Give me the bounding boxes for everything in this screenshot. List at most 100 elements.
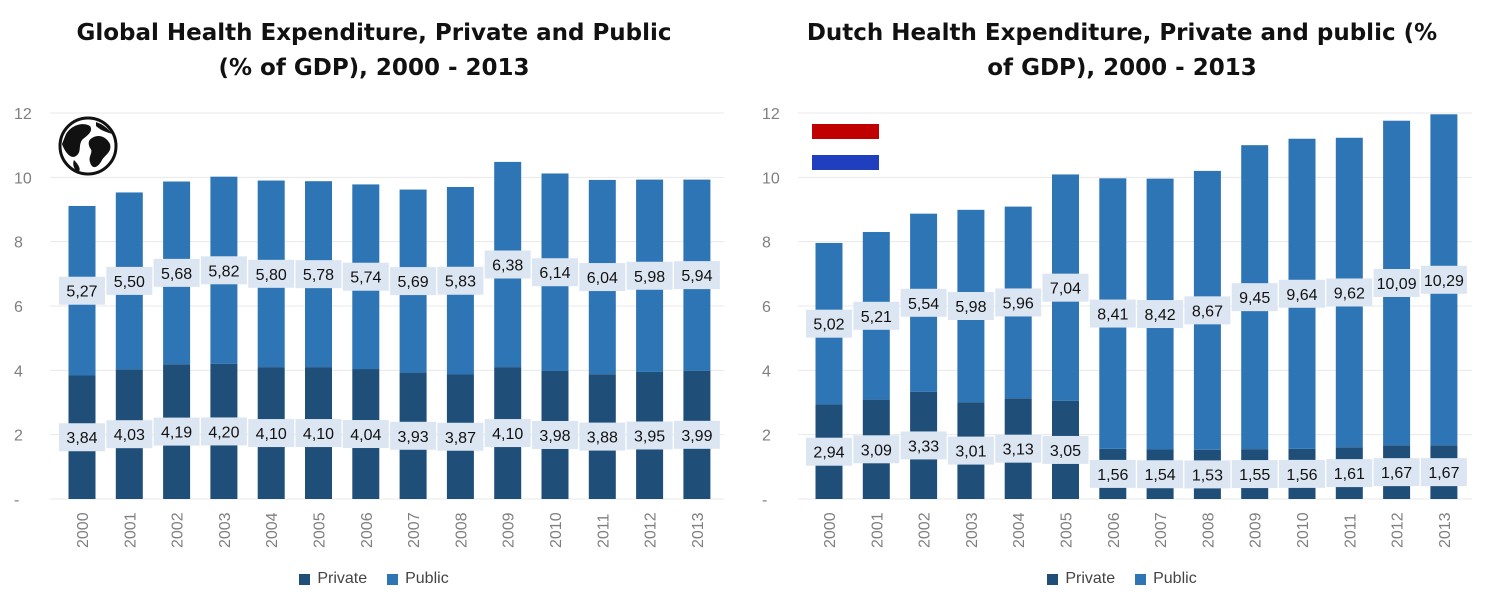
data-label-band	[1326, 459, 1373, 488]
data-label-band	[153, 417, 200, 446]
data-label-private: 3,88	[587, 430, 618, 447]
x-tick-label: 2000	[75, 512, 92, 548]
data-label-band	[806, 309, 852, 338]
data-label-private: 3,05	[1050, 443, 1081, 460]
y-tick-label: 6	[762, 299, 771, 316]
data-label-band	[390, 267, 437, 296]
data-label-band	[342, 262, 389, 291]
data-label-band	[900, 431, 947, 460]
data-label-band	[248, 259, 295, 288]
x-tick-label: 2001	[869, 512, 886, 548]
y-tick-label: -	[762, 492, 767, 509]
data-label-public: 8,41	[1097, 307, 1128, 324]
y-tick-label: 4	[14, 363, 23, 380]
x-tick-label: 2002	[917, 512, 934, 548]
data-label-band	[106, 420, 153, 449]
data-label-band	[1420, 458, 1467, 487]
data-label-band	[1373, 269, 1420, 298]
data-label-band	[626, 261, 673, 290]
data-label-public: 8,42	[1145, 307, 1176, 324]
y-tick-label: 2	[762, 428, 771, 445]
data-label-private: 1,56	[1286, 467, 1317, 484]
legend-item-public: Public	[1135, 570, 1197, 588]
data-label-band	[200, 256, 247, 285]
data-label-private: 3,84	[66, 430, 97, 447]
x-tick-label: 2010	[1295, 512, 1312, 548]
legend-swatch-public	[387, 573, 399, 585]
data-label-band	[1231, 283, 1278, 312]
y-tick-label: 10	[14, 170, 32, 187]
data-label-private: 3,33	[908, 438, 939, 455]
data-label-band	[59, 276, 105, 305]
data-label-public: 5,54	[908, 296, 939, 313]
y-tick-label: 6	[14, 299, 23, 316]
chart-title-line: Dutch Health Expenditure, Private and pu…	[806, 20, 1438, 46]
data-label-band	[295, 419, 342, 448]
legend-item-private: Private	[299, 570, 367, 588]
data-label-band	[947, 292, 994, 320]
data-label-band	[1137, 300, 1184, 329]
data-label-band	[437, 266, 484, 295]
x-tick-label: 2004	[1011, 512, 1028, 548]
y-tick-label: 4	[762, 363, 771, 380]
data-label-public: 5,96	[1003, 295, 1034, 312]
global-chart-plot: - 2 4 6 8 10 12 3,84 5,27 2000 4,03 5,50 2001 4,19 5,6…	[14, 106, 724, 548]
data-label-private: 4,10	[256, 426, 287, 443]
data-label-private: 1,67	[1381, 465, 1412, 482]
x-tick-label: 2012	[643, 512, 660, 548]
data-label-public: 9,62	[1334, 285, 1365, 302]
data-label-public: 9,45	[1239, 290, 1270, 307]
data-label-public: 5,27	[66, 284, 97, 301]
y-tick-label: 12	[14, 106, 32, 123]
data-label-public: 5,80	[256, 267, 287, 284]
x-tick-label: 2008	[1200, 512, 1217, 548]
legend-swatch-private	[299, 573, 311, 585]
data-label-public: 6,04	[587, 270, 618, 287]
x-tick-label: 2013	[1437, 512, 1454, 548]
chart-title: Global Health Expenditure, Private and P…	[0, 16, 748, 86]
data-label-band	[532, 420, 578, 449]
x-tick-label: 2002	[170, 512, 187, 548]
data-label-public: 5,50	[114, 274, 145, 291]
data-label-private: 1,55	[1239, 467, 1270, 484]
data-label-band	[1042, 435, 1089, 464]
data-label-band	[673, 261, 720, 290]
data-label-public: 9,64	[1286, 287, 1317, 304]
data-label-band	[853, 435, 900, 464]
data-label-band	[200, 417, 247, 446]
x-tick-label: 2009	[1248, 512, 1265, 548]
x-tick-label: 2007	[1153, 512, 1170, 548]
data-label-band	[947, 436, 994, 465]
y-tick-label: 8	[762, 235, 771, 252]
data-label-band	[853, 301, 900, 330]
data-label-band	[579, 263, 626, 292]
data-label-public: 5,74	[350, 270, 381, 287]
data-label-band	[106, 266, 153, 295]
data-label-private: 4,10	[492, 426, 523, 443]
legend-label: Private	[317, 570, 368, 587]
x-tick-label: 2005	[1059, 512, 1076, 548]
data-label-private: 1,61	[1334, 466, 1365, 483]
x-tick-label: 2011	[1342, 513, 1359, 548]
data-label-public: 6,38	[492, 258, 523, 275]
x-tick-label: 2013	[690, 512, 707, 548]
data-label-private: 3,09	[861, 442, 892, 459]
data-label-band	[342, 420, 389, 449]
data-label-band	[437, 422, 484, 451]
x-tick-label: 2009	[501, 512, 518, 548]
data-label-public: 5,98	[634, 269, 665, 286]
data-label-band	[1137, 460, 1184, 489]
chart-title-line: Global Health Expenditure, Private and P…	[76, 20, 672, 46]
data-label-band	[1231, 460, 1278, 489]
data-label-private: 3,87	[445, 430, 476, 447]
data-label-band	[1420, 265, 1467, 294]
data-label-private: 1,54	[1145, 467, 1176, 484]
x-tick-label: 2001	[122, 512, 139, 548]
x-tick-label: 2000	[822, 512, 839, 548]
data-label-private: 1,53	[1192, 467, 1223, 484]
data-label-band	[59, 423, 105, 452]
netherlands-flag-icon	[812, 124, 879, 170]
data-label-band	[248, 419, 295, 448]
data-label-private: 3,13	[1003, 442, 1034, 459]
x-tick-label: 2007	[406, 512, 423, 548]
